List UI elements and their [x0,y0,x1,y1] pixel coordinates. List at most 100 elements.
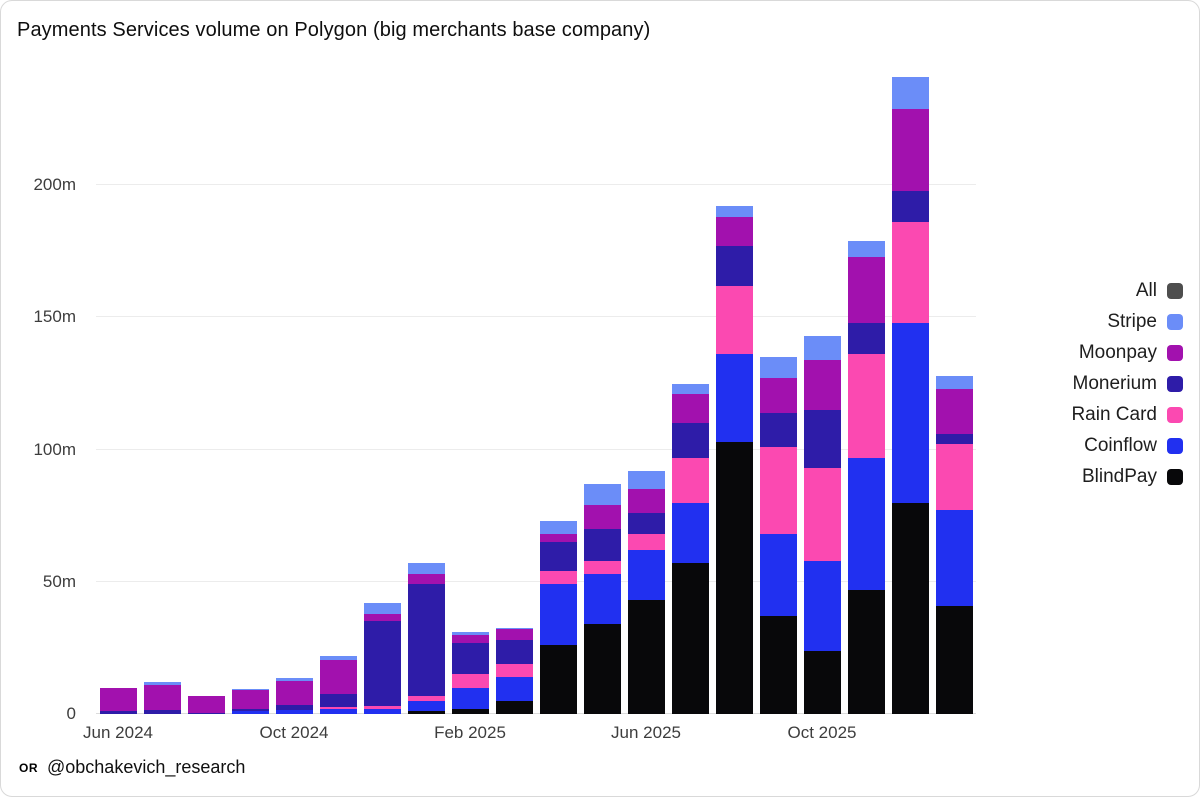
segment-coinflow[interactable] [935,510,973,606]
bar-nov-2024[interactable] [319,655,357,714]
segment-stripe[interactable] [407,563,445,574]
segment-monerium[interactable] [99,711,137,714]
segment-monerium[interactable] [451,642,489,675]
segment-stripe[interactable] [671,383,709,395]
segment-stripe[interactable] [627,470,665,490]
segment-blindpay[interactable] [451,708,489,714]
segment-monerium[interactable] [759,412,797,447]
bar-aug-2025[interactable] [715,206,753,714]
segment-blindpay[interactable] [715,441,753,714]
legend-item-blindpay[interactable]: BlindPay [1071,461,1183,492]
bar-sep-2024[interactable] [231,688,269,714]
segment-moonpay[interactable] [627,489,665,514]
segment-stripe[interactable] [891,76,929,109]
segment-rain-card[interactable] [583,560,621,574]
segment-monerium[interactable] [363,621,401,707]
segment-rain-card[interactable] [803,468,841,561]
bar-mar-2025[interactable] [495,628,533,714]
bar-sep-2025[interactable] [759,357,797,714]
segment-coinflow[interactable] [847,457,885,590]
segment-rain-card[interactable] [495,663,533,678]
segment-stripe[interactable] [231,688,269,691]
segment-moonpay[interactable] [451,634,489,643]
segment-moonpay[interactable] [363,613,401,622]
segment-coinflow[interactable] [803,560,841,651]
segment-monerium[interactable] [495,640,533,664]
segment-monerium[interactable] [275,704,313,711]
segment-monerium[interactable] [539,542,577,572]
segment-rain-card[interactable] [759,447,797,535]
segment-coinflow[interactable] [583,573,621,625]
segment-coinflow[interactable] [275,710,313,714]
segment-blindpay[interactable] [847,589,885,714]
segment-rain-card[interactable] [935,444,973,511]
segment-moonpay[interactable] [231,690,269,709]
segment-moonpay[interactable] [539,534,577,543]
segment-monerium[interactable] [671,423,709,458]
segment-moonpay[interactable] [407,573,445,585]
segment-moonpay[interactable] [275,680,313,705]
segment-coinflow[interactable] [495,677,533,701]
segment-rain-card[interactable] [539,571,577,585]
segment-moonpay[interactable] [319,659,357,695]
segment-monerium[interactable] [187,712,225,714]
segment-rain-card[interactable] [451,674,489,688]
bar-jun-2024[interactable] [99,687,137,714]
segment-coinflow[interactable] [539,584,577,646]
segment-stripe[interactable] [143,682,181,685]
segment-moonpay[interactable] [847,256,885,323]
bar-jan-2025[interactable] [407,563,445,714]
segment-coinflow[interactable] [671,502,709,564]
bar-may-2025[interactable] [583,484,621,714]
segment-stripe[interactable] [539,521,577,535]
segment-blindpay[interactable] [671,563,709,714]
bar-jul-2024[interactable] [143,682,181,714]
segment-coinflow[interactable] [319,708,357,714]
bar-jun-2025[interactable] [627,470,665,714]
legend-item-monerium[interactable]: Monerium [1071,368,1183,399]
segment-rain-card[interactable] [319,707,357,709]
segment-moonpay[interactable] [187,695,225,713]
segment-stripe[interactable] [759,357,797,379]
legend-item-rain-card[interactable]: Rain Card [1071,399,1183,430]
bar-jul-2025[interactable] [671,383,709,714]
segment-coinflow[interactable] [451,687,489,709]
bar-dec-2025[interactable] [891,76,929,714]
segment-moonpay[interactable] [891,108,929,191]
segment-monerium[interactable] [935,433,973,445]
segment-blindpay[interactable] [803,650,841,714]
segment-monerium[interactable] [715,246,753,286]
bar-apr-2025[interactable] [539,521,577,714]
bar-feb-2025[interactable] [451,632,489,714]
segment-moonpay[interactable] [99,687,137,712]
bar-oct-2024[interactable] [275,678,313,714]
segment-blindpay[interactable] [583,624,621,714]
segment-moonpay[interactable] [583,505,621,529]
segment-blindpay[interactable] [891,502,929,714]
segment-monerium[interactable] [891,190,929,223]
segment-monerium[interactable] [143,710,181,714]
segment-moonpay[interactable] [495,629,533,641]
legend-item-stripe[interactable]: Stripe [1071,306,1183,337]
segment-monerium[interactable] [803,410,841,469]
segment-moonpay[interactable] [759,378,797,413]
segment-blindpay[interactable] [539,645,577,714]
segment-blindpay[interactable] [407,711,445,714]
segment-stripe[interactable] [319,655,357,660]
segment-moonpay[interactable] [803,359,841,411]
bar-jan-2026[interactable] [935,375,973,714]
segment-monerium[interactable] [407,584,445,696]
segment-stripe[interactable] [715,206,753,218]
segment-moonpay[interactable] [671,394,709,424]
segment-monerium[interactable] [847,322,885,355]
segment-stripe[interactable] [451,632,489,635]
segment-stripe[interactable] [935,375,973,389]
segment-stripe[interactable] [583,484,621,506]
segment-coinflow[interactable] [231,711,269,714]
segment-monerium[interactable] [319,694,357,708]
segment-coinflow[interactable] [627,550,665,601]
legend-item-moonpay[interactable]: Moonpay [1071,337,1183,368]
bar-nov-2025[interactable] [847,240,885,714]
segment-stripe[interactable] [847,240,885,257]
segment-moonpay[interactable] [715,217,753,247]
